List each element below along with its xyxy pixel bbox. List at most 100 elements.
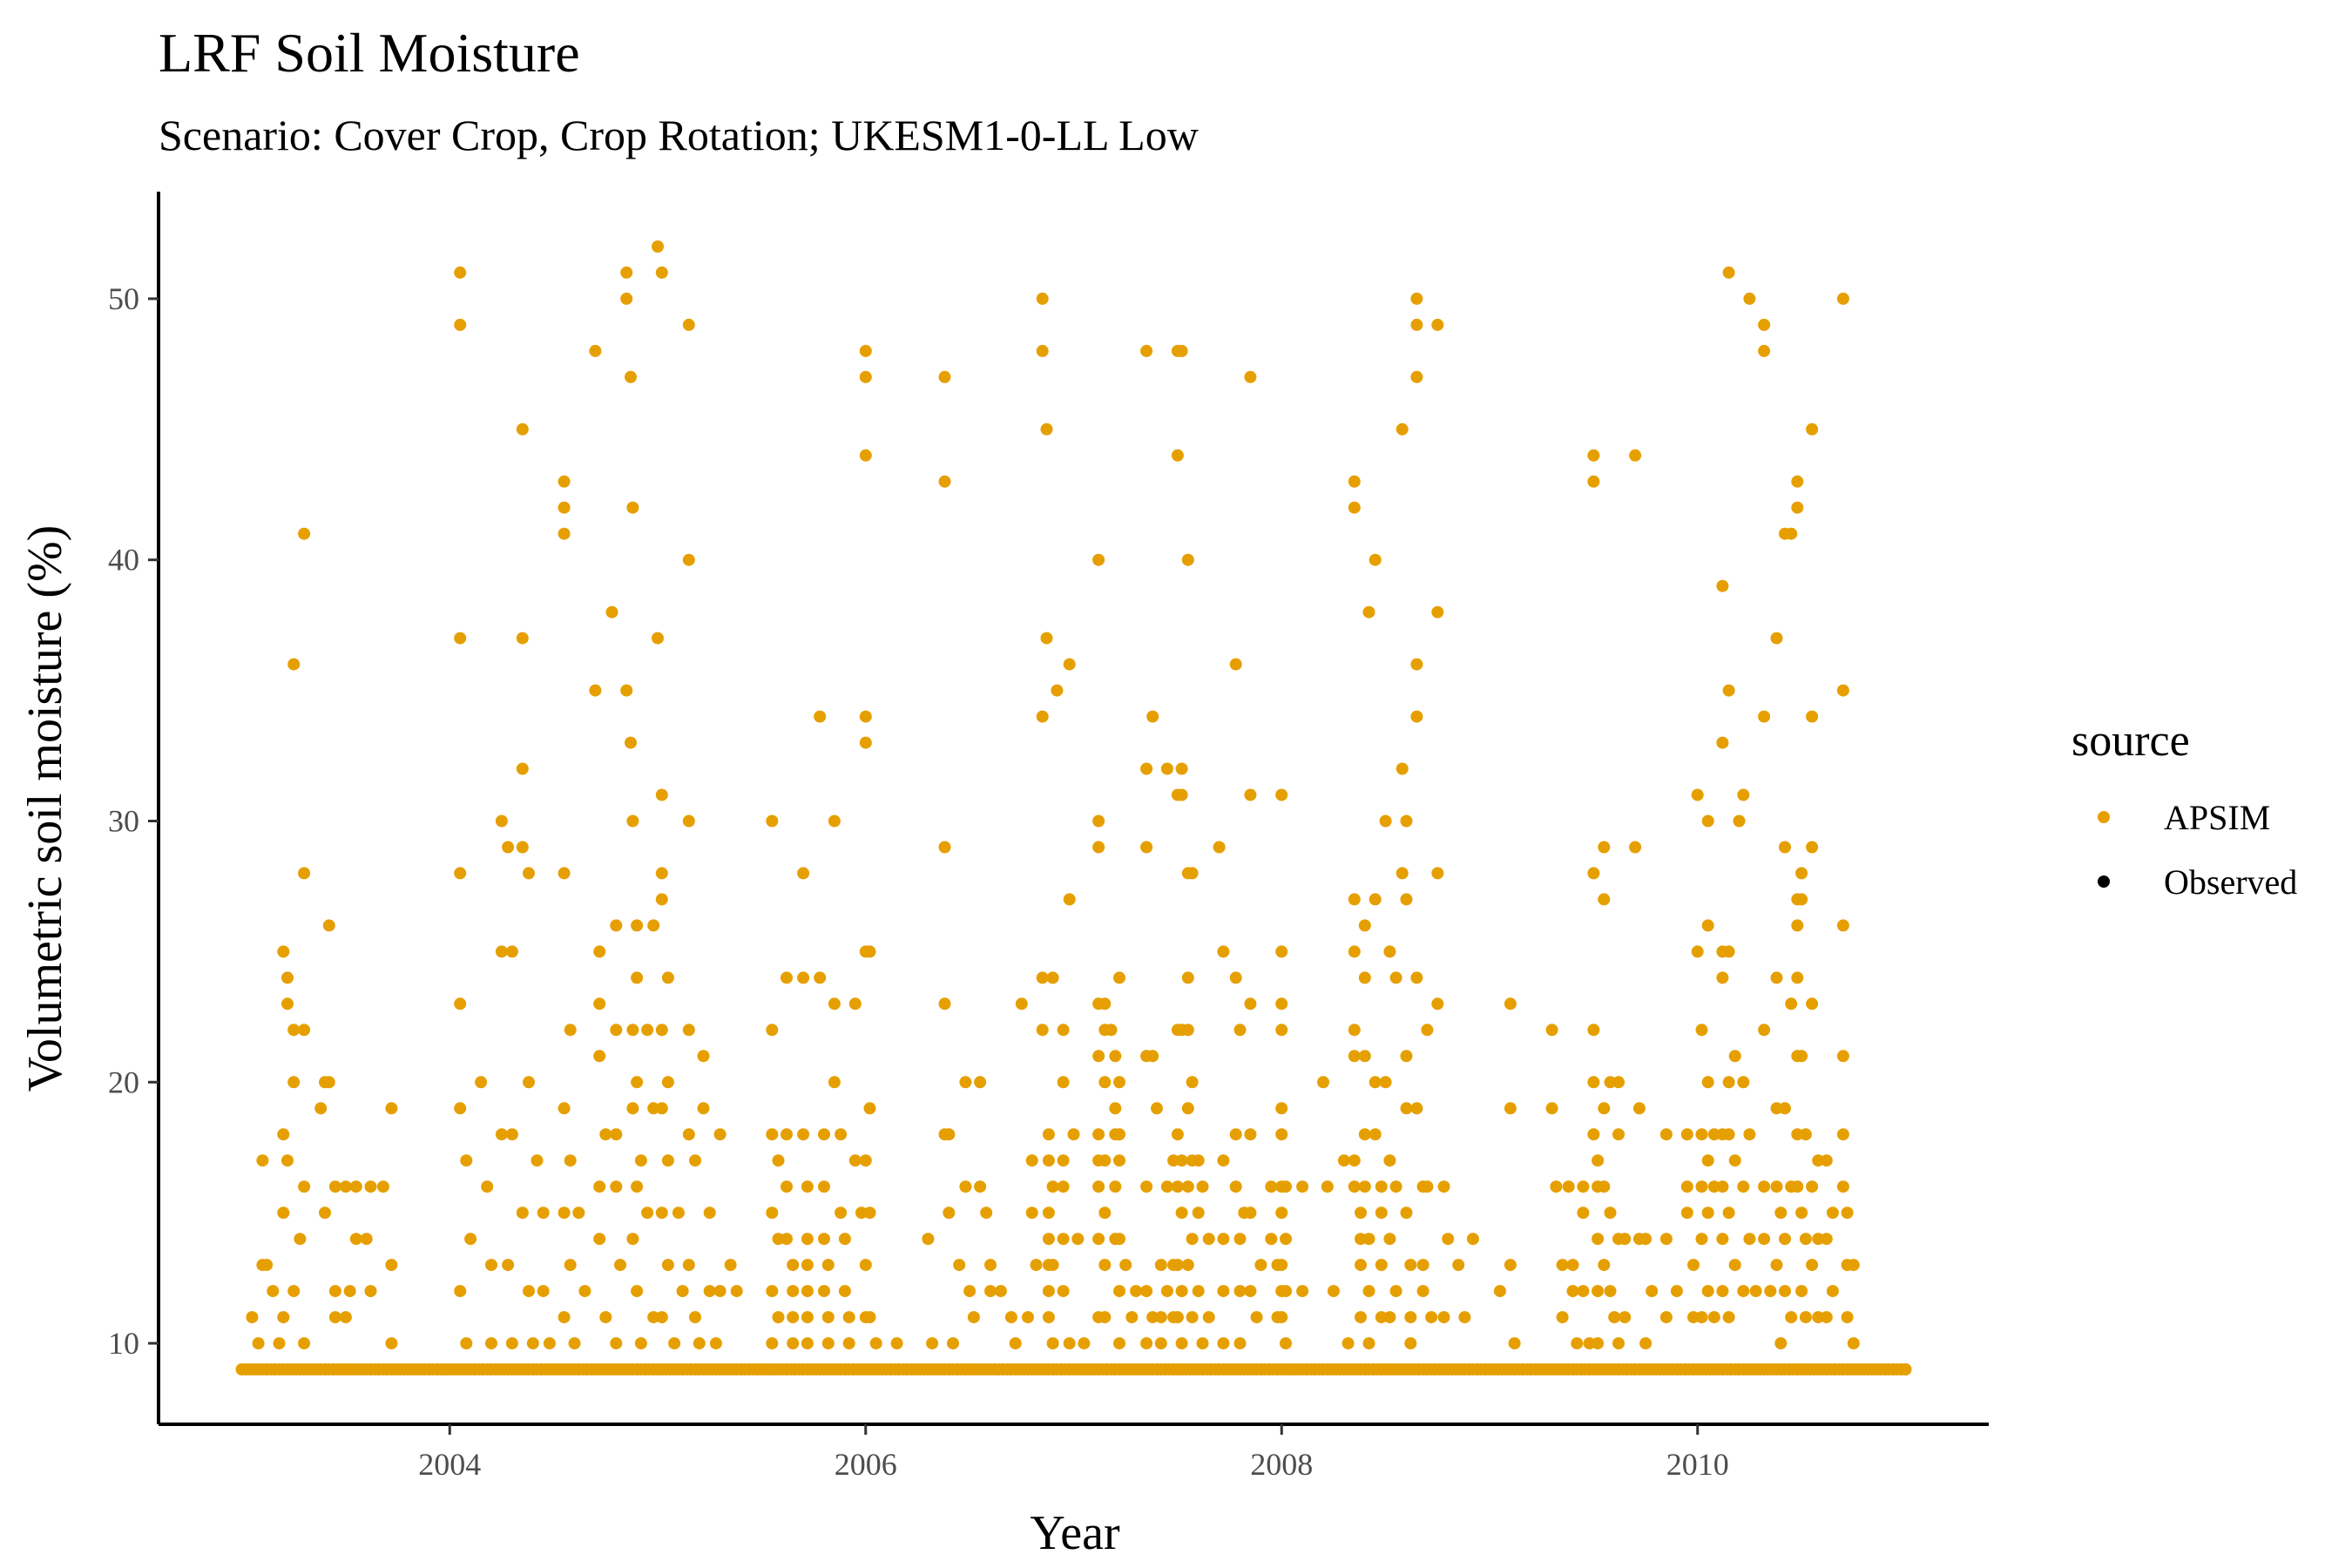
data-point-apsim: [558, 475, 571, 488]
data-point-apsim: [1416, 1285, 1429, 1298]
data-point-apsim: [1229, 1180, 1242, 1193]
data-point-apsim: [1217, 1154, 1230, 1167]
data-point-apsim: [256, 1154, 269, 1167]
data-point-apsim: [1701, 1285, 1714, 1298]
data-point-apsim: [1113, 1285, 1125, 1298]
data-point-apsim: [922, 1233, 935, 1246]
data-point-apsim: [277, 1311, 290, 1324]
data-point-apsim: [1181, 1259, 1194, 1272]
data-point-apsim: [689, 1311, 701, 1324]
data-point-apsim: [1659, 1233, 1673, 1246]
data-point-apsim: [277, 1128, 290, 1141]
data-point-apsim: [281, 997, 294, 1010]
data-point-apsim: [1400, 1102, 1413, 1115]
data-point-apsim: [1812, 1233, 1825, 1246]
data-point-apsim: [454, 266, 467, 279]
data-point-apsim: [1046, 971, 1059, 984]
data-point-apsim: [385, 1259, 398, 1272]
legend-label-observed: Observed: [2164, 862, 2297, 902]
data-point-apsim: [1707, 1180, 1720, 1193]
data-point-apsim: [1186, 1233, 1199, 1246]
data-point-apsim: [1791, 501, 1804, 514]
data-point-apsim: [974, 1180, 987, 1193]
data-point-apsim: [1092, 553, 1105, 566]
data-point-apsim: [1556, 1311, 1569, 1324]
x-tick-label: 2006: [835, 1447, 897, 1482]
data-point-apsim: [1795, 867, 1808, 880]
data-point-apsim: [505, 1337, 518, 1350]
data-point-apsim: [1092, 1050, 1105, 1063]
data-point-apsim: [1233, 1024, 1247, 1037]
data-point-apsim: [1229, 1128, 1242, 1141]
data-point-apsim: [1192, 1206, 1205, 1220]
data-point-apsim: [1566, 1259, 1579, 1272]
data-point-apsim: [454, 1285, 467, 1298]
data-point-apsim: [1369, 1128, 1382, 1141]
data-point-apsim: [1109, 1102, 1122, 1115]
data-point-apsim: [1806, 841, 1819, 854]
data-point-apsim: [1716, 736, 1729, 749]
data-point-apsim: [1057, 1154, 1070, 1167]
data-point-apsim: [1691, 788, 1704, 801]
data-point-apsim: [859, 1311, 872, 1324]
data-point-apsim: [1160, 1285, 1173, 1298]
data-point-apsim: [1383, 945, 1396, 958]
data-point-apsim: [294, 1233, 307, 1246]
data-point-apsim: [938, 370, 951, 383]
data-point-apsim: [1244, 1128, 1257, 1141]
data-point-apsim: [953, 1259, 966, 1272]
data-point-apsim: [1695, 1024, 1708, 1037]
data-point-apsim: [1171, 1128, 1184, 1141]
y-tick-label: 20: [108, 1064, 139, 1099]
data-point-apsim: [610, 1180, 623, 1193]
data-point-apsim: [593, 945, 606, 958]
data-point-apsim: [1175, 1285, 1188, 1298]
data-point-apsim: [1051, 684, 1064, 697]
data-point-apsim: [1140, 1180, 1153, 1193]
data-point-apsim: [1743, 292, 1756, 305]
data-point-apsim: [1022, 1311, 1034, 1324]
data-point-apsim: [689, 1154, 701, 1167]
data-point-apsim: [1716, 971, 1729, 984]
data-point-apsim: [1379, 814, 1392, 828]
data-point-apsim: [668, 1337, 681, 1350]
legend: source APSIM Observed: [2072, 716, 2297, 902]
data-point-apsim: [1758, 344, 1771, 357]
data-point-apsim: [1280, 1180, 1292, 1193]
data-point-apsim: [1806, 997, 1819, 1010]
data-point-apsim: [1192, 1154, 1205, 1167]
data-point-apsim: [1437, 1180, 1450, 1193]
data-point-apsim: [1067, 1128, 1080, 1141]
data-point-apsim: [1400, 893, 1413, 906]
data-point-apsim: [1146, 710, 1159, 723]
data-point-apsim: [1171, 1259, 1184, 1272]
data-point-apsim: [1327, 1285, 1340, 1298]
data-point-apsim: [814, 971, 827, 984]
data-point-apsim: [454, 997, 467, 1010]
data-point-apsim: [652, 632, 664, 645]
data-point-apsim: [454, 318, 467, 331]
data-point-apsim: [1369, 553, 1382, 566]
data-point-apsim: [814, 710, 827, 723]
data-point-apsim: [1612, 1337, 1625, 1350]
data-point-apsim: [709, 1337, 722, 1350]
data-point-apsim: [655, 867, 668, 880]
data-point-apsim: [1431, 318, 1444, 331]
data-point-apsim: [1400, 814, 1413, 828]
data-point-apsim: [558, 501, 571, 514]
data-point-apsim: [1042, 1154, 1055, 1167]
data-point-apsim: [1577, 1285, 1590, 1298]
data-point-apsim: [1749, 1285, 1762, 1298]
data-point-apsim: [1836, 919, 1849, 932]
data-point-apsim: [343, 1285, 356, 1298]
data-point-apsim: [339, 1180, 352, 1193]
data-point-apsim: [502, 841, 515, 854]
data-point-apsim: [1175, 1154, 1188, 1167]
data-point-apsim: [1722, 1311, 1735, 1324]
data-point-apsim: [1098, 1076, 1112, 1089]
data-point-apsim: [319, 1206, 331, 1220]
data-point-apsim: [1233, 1337, 1247, 1350]
data-point-apsim: [298, 1337, 311, 1350]
data-point-apsim: [626, 1102, 639, 1115]
